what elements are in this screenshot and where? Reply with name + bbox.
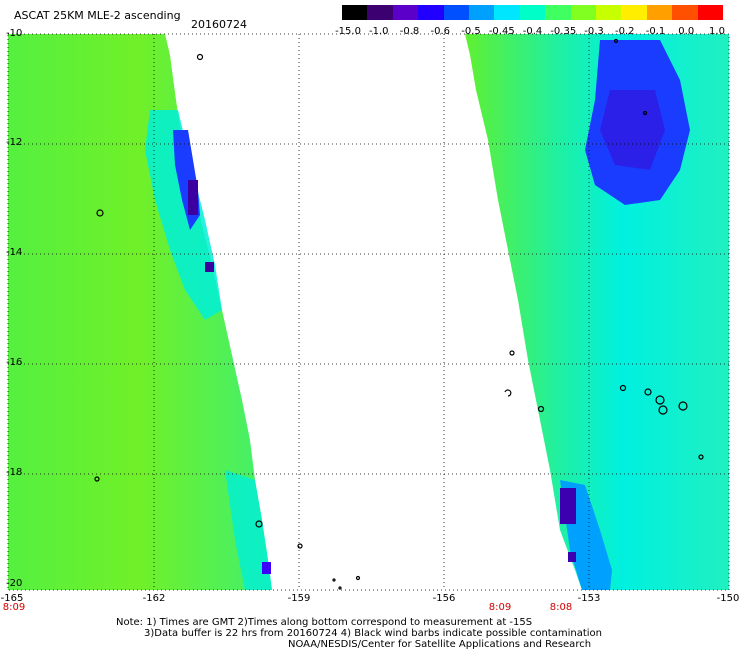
- note-line-1: Note: 1) Times are GMT 2)Times along bot…: [116, 617, 533, 628]
- lat-label-18: -18: [6, 467, 23, 478]
- lon-label-156: -156: [432, 593, 456, 604]
- color-scale-tick-label: -0.2: [614, 26, 635, 37]
- color-scale-tick-label: 0.0: [678, 26, 695, 37]
- lon-label-153: -153: [577, 593, 601, 604]
- color-swatch: [494, 5, 520, 20]
- lat-label-20: -20: [6, 578, 23, 589]
- color-swatch: [596, 5, 622, 20]
- color-scale-tick-label: -0.8: [399, 26, 420, 37]
- color-scale-tick-label: -0.3: [584, 26, 604, 37]
- lat-label-16: -16: [6, 357, 23, 368]
- color-swatch: [545, 5, 571, 20]
- color-swatch: [621, 5, 647, 20]
- lat-label-10: -10: [6, 28, 23, 39]
- product-title: ASCAT 25KM MLE-2 ascending: [14, 9, 181, 22]
- island-outlines: [94, 38, 704, 590]
- color-swatch: [646, 5, 673, 20]
- color-swatch: [392, 5, 419, 20]
- color-swatch: [570, 5, 597, 20]
- color-scale-tick-label: -0.35: [550, 26, 577, 37]
- color-scale-tick-label: -0.4: [522, 26, 543, 37]
- color-scale-tick-label: -0.1: [645, 26, 666, 37]
- color-swatch: [697, 5, 724, 20]
- color-swatch: [469, 5, 495, 20]
- color-swatch: [519, 5, 546, 20]
- lon-label-159: -159: [287, 593, 311, 604]
- color-scale-tick-label: -15.0: [335, 26, 361, 37]
- left-swath-bottom-cyan: [225, 470, 272, 590]
- lat-label-14: -14: [6, 247, 23, 258]
- color-scale-tick-label: 1.0: [709, 26, 725, 37]
- color-swatch: [342, 5, 368, 20]
- time-label-right: 8:08: [549, 602, 573, 613]
- lat-label-12: -12: [6, 137, 23, 148]
- note-line-2: 3)Data buffer is 22 hrs from 20160724 4)…: [144, 628, 602, 639]
- left-swath: [8, 34, 272, 590]
- time-label-left: 8:09: [2, 602, 26, 613]
- color-swatch: [443, 5, 470, 20]
- color-swatch: [367, 5, 393, 20]
- color-scale-tick-label: -0.45: [488, 26, 515, 37]
- color-scale-tick-label: -0.6: [430, 26, 451, 37]
- color-swatch: [672, 5, 698, 20]
- product-date: 20160724: [191, 18, 247, 31]
- color-swatch: [418, 5, 444, 20]
- color-scale-tick-label: -0.5: [461, 26, 481, 37]
- note-line-3: NOAA/NESDIS/Center for Satellite Applica…: [288, 639, 592, 650]
- lon-label-165: -165: [0, 593, 24, 604]
- color-scale-bar: [342, 5, 724, 20]
- time-label-mid: 8:09: [488, 602, 512, 613]
- left-swath-cyan-band: [145, 110, 222, 320]
- color-scale-tick-label: -1.0: [368, 26, 389, 37]
- lon-label-150: -150: [716, 593, 740, 604]
- lon-label-162: -162: [142, 593, 166, 604]
